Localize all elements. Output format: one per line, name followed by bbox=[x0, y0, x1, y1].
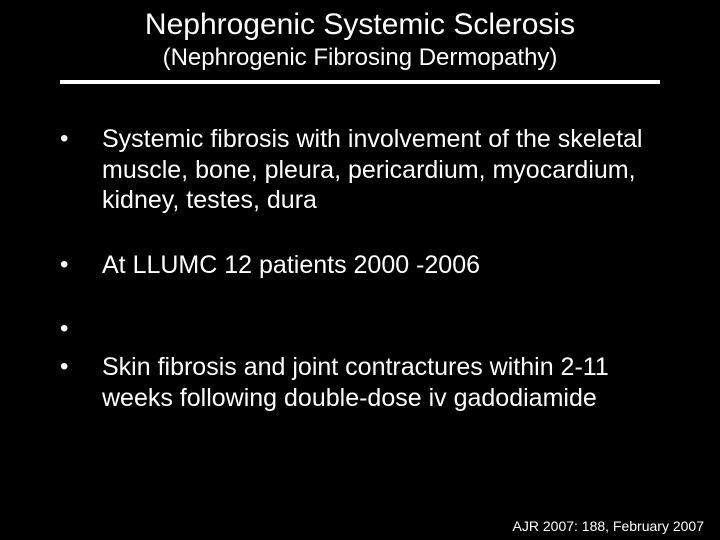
bullet-marker: • bbox=[60, 124, 102, 154]
bullet-item: • Systemic fibrosis with involvement of … bbox=[60, 124, 660, 216]
title-block: Nephrogenic Systemic Sclerosis (Nephroge… bbox=[0, 0, 720, 84]
bullet-marker: • bbox=[60, 250, 102, 280]
bullet-marker: • bbox=[60, 352, 102, 382]
bullet-item: • At LLUMC 12 patients 2000 -2006 bbox=[60, 250, 660, 281]
bullet-item: • Skin fibrosis and joint contractures w… bbox=[60, 352, 660, 413]
bullet-text: Skin fibrosis and joint contractures wit… bbox=[102, 352, 660, 413]
citation: AJR 2007: 188, February 2007 bbox=[513, 518, 704, 534]
bullet-marker: • bbox=[60, 314, 102, 344]
slide: Nephrogenic Systemic Sclerosis (Nephroge… bbox=[0, 0, 720, 540]
body-content: • Systemic fibrosis with involvement of … bbox=[0, 84, 720, 413]
slide-subtitle: (Nephrogenic Fibrosing Dermopathy) bbox=[0, 44, 720, 72]
bullet-text: Systemic fibrosis with involvement of th… bbox=[102, 124, 660, 216]
bullet-text: At LLUMC 12 patients 2000 -2006 bbox=[102, 250, 660, 281]
bullet-item-empty: • bbox=[60, 314, 660, 344]
slide-title: Nephrogenic Systemic Sclerosis bbox=[0, 8, 720, 42]
